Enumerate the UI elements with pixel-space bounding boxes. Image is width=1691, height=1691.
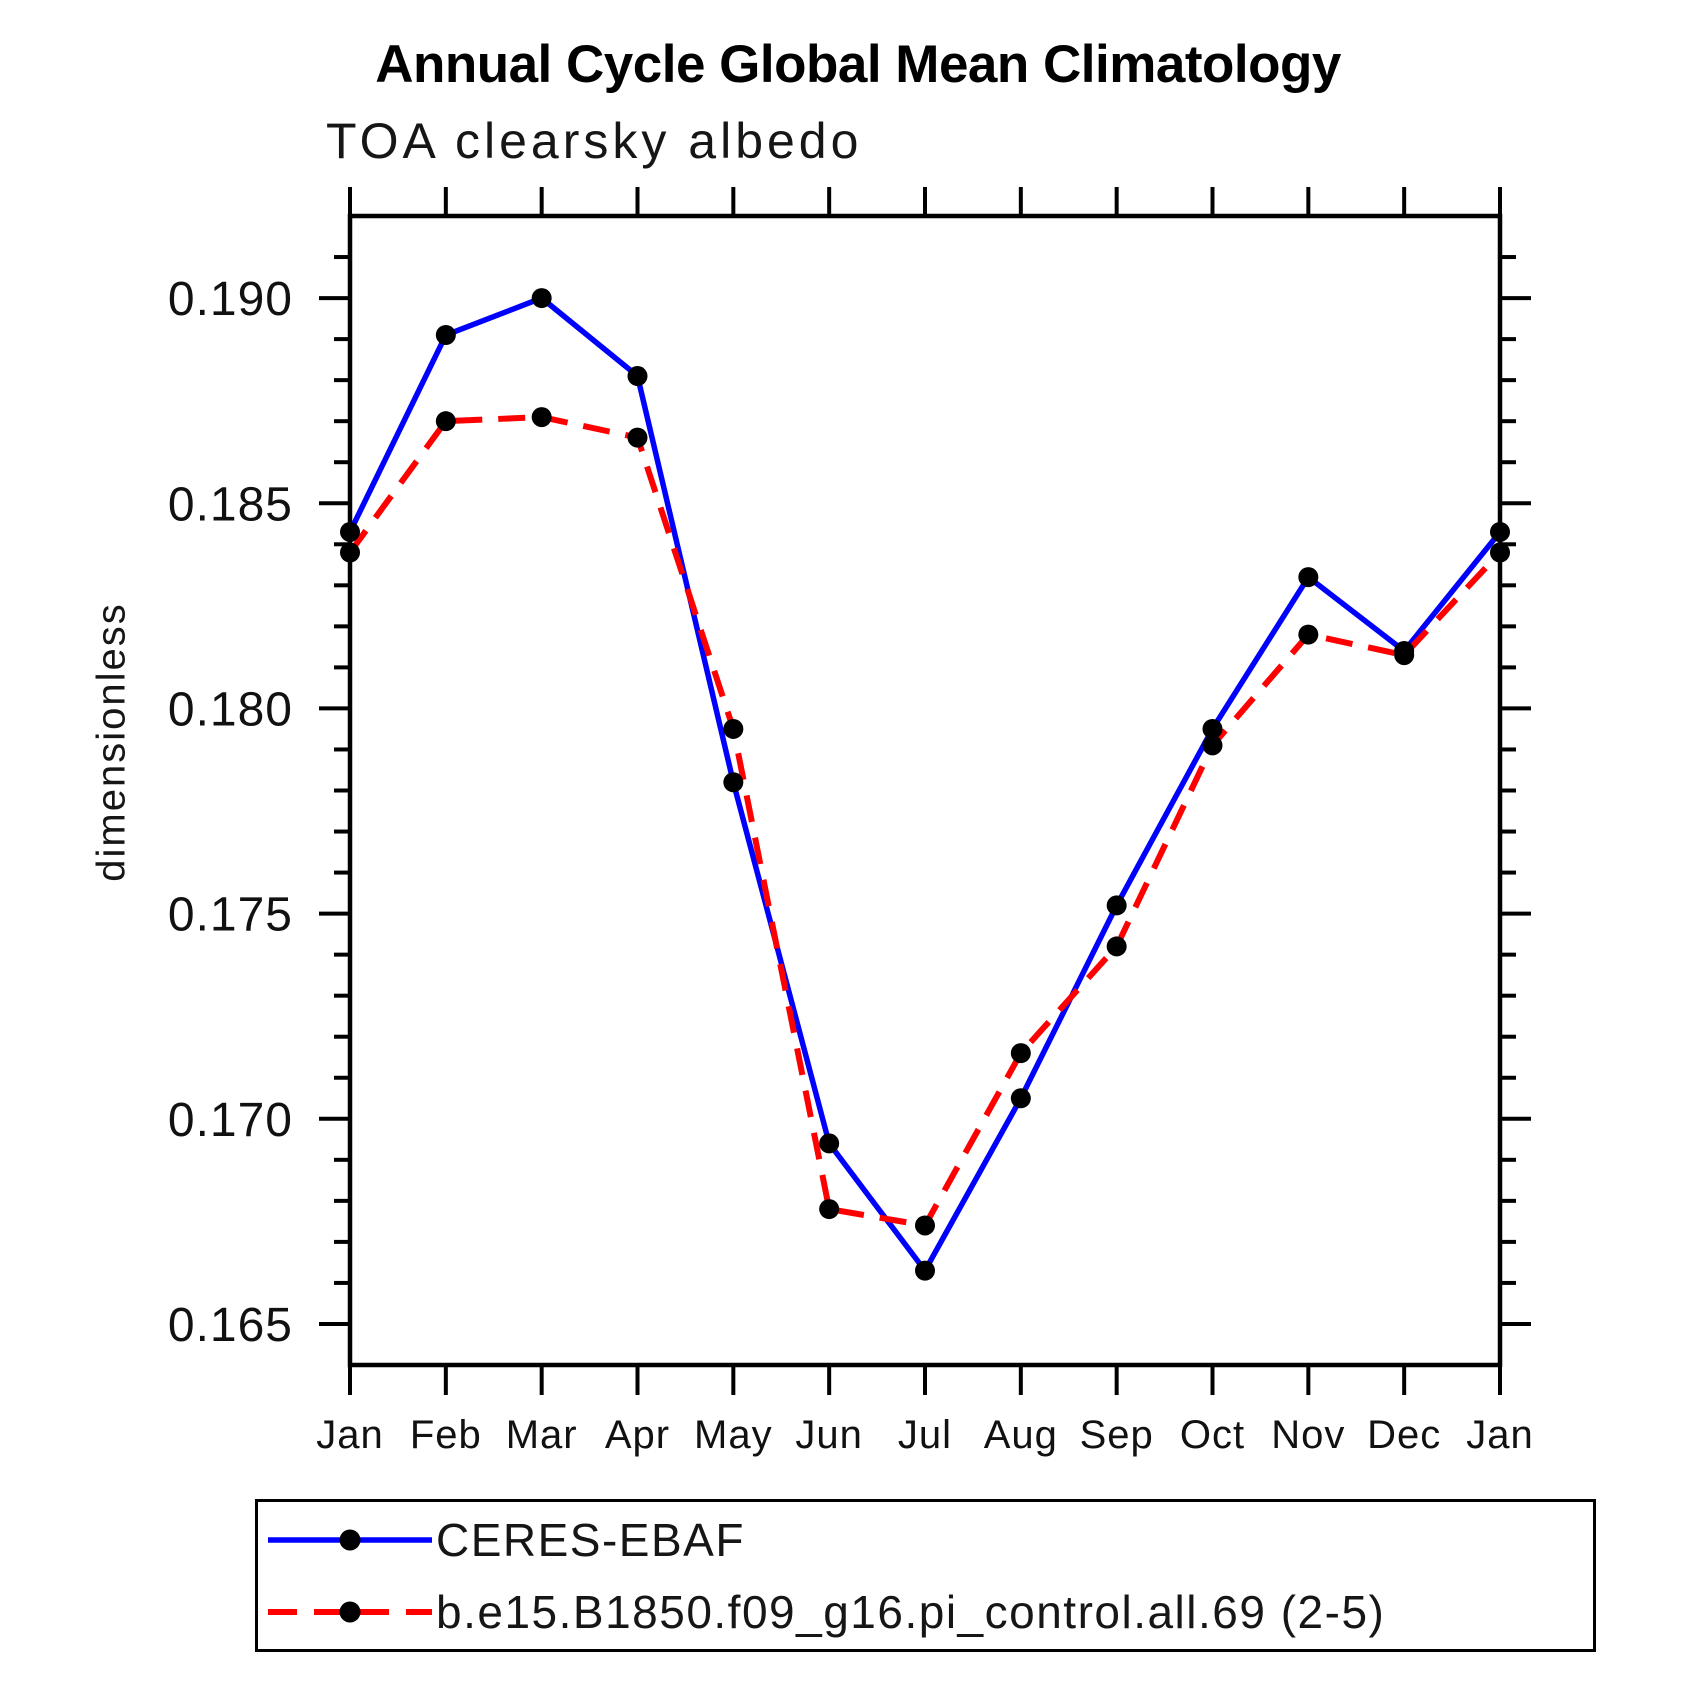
data-point-marker bbox=[627, 427, 648, 448]
data-point-marker bbox=[1298, 624, 1319, 645]
x-tick-label: Dec bbox=[1367, 1413, 1441, 1457]
x-tick-label: Feb bbox=[410, 1413, 482, 1457]
data-point-marker bbox=[1106, 895, 1127, 916]
data-point-marker bbox=[915, 1215, 935, 1236]
x-tick-label: Mar bbox=[506, 1413, 578, 1457]
x-tick-label: Jan bbox=[1466, 1413, 1534, 1457]
data-point-marker bbox=[1010, 1043, 1031, 1064]
x-tick-label: Jun bbox=[795, 1413, 863, 1457]
data-point-marker bbox=[1106, 936, 1127, 957]
x-tick-label: Apr bbox=[605, 1413, 670, 1457]
data-point-marker bbox=[1490, 542, 1510, 563]
data-point-marker bbox=[1010, 1088, 1031, 1109]
plot-frame bbox=[347, 213, 1503, 1368]
data-point-marker bbox=[531, 407, 552, 428]
data-point-marker bbox=[1394, 645, 1415, 666]
series-line-1 bbox=[347, 414, 1503, 1229]
y-tick-label: 0.165 bbox=[168, 1299, 293, 1352]
data-point-marker bbox=[1298, 567, 1319, 588]
legend-dashed-line-sample bbox=[268, 1601, 432, 1622]
data-point-marker bbox=[340, 521, 360, 542]
x-tick-label: Sep bbox=[1080, 1413, 1154, 1457]
data-point-marker bbox=[915, 1260, 935, 1281]
data-point-marker bbox=[435, 411, 456, 432]
x-tick-label: Oct bbox=[1180, 1413, 1245, 1457]
x-tick-label: May bbox=[694, 1413, 773, 1457]
x-tick-label: Jan bbox=[316, 1413, 384, 1457]
x-tick-label: Aug bbox=[984, 1413, 1058, 1457]
data-point-marker bbox=[819, 1199, 840, 1220]
data-point-marker bbox=[435, 325, 456, 346]
y-tick-label: 0.180 bbox=[168, 683, 293, 736]
data-point-marker bbox=[723, 718, 744, 739]
data-point-marker bbox=[723, 772, 744, 793]
x-tick-label: Nov bbox=[1271, 1413, 1345, 1457]
legend-box: CERES-EBAF b.e15.B1850.f09_g16.pi_contro… bbox=[255, 1499, 1596, 1652]
data-point-marker bbox=[531, 288, 552, 309]
legend-item-model: b.e15.B1850.f09_g16.pi_control.all.69 (2… bbox=[264, 1584, 1593, 1640]
data-point-marker bbox=[627, 366, 648, 387]
legend-solid-line-sample bbox=[268, 1529, 432, 1550]
legend-item-observation: CERES-EBAF bbox=[264, 1512, 1593, 1568]
y-tick-label: 0.170 bbox=[168, 1094, 293, 1147]
y-tick-label: 0.175 bbox=[168, 889, 293, 942]
legend-label-model: b.e15.B1850.f09_g16.pi_control.all.69 (2… bbox=[436, 1585, 1386, 1638]
chart-title: Annual Cycle Global Mean Climatology bbox=[375, 35, 1341, 94]
x-tick-label: Jul bbox=[898, 1413, 952, 1457]
data-point-marker bbox=[1202, 718, 1223, 739]
data-point-marker bbox=[819, 1133, 840, 1154]
y-tick-label: 0.185 bbox=[168, 478, 293, 531]
data-point-marker bbox=[1202, 735, 1223, 756]
data-point-marker bbox=[1490, 521, 1510, 542]
series-line-0 bbox=[347, 294, 1503, 1276]
legend-label-observation: CERES-EBAF bbox=[436, 1513, 745, 1566]
data-point-marker bbox=[340, 542, 360, 563]
chart-subtitle: TOA clearsky albedo bbox=[326, 113, 863, 169]
y-tick-label: 0.190 bbox=[168, 273, 293, 326]
